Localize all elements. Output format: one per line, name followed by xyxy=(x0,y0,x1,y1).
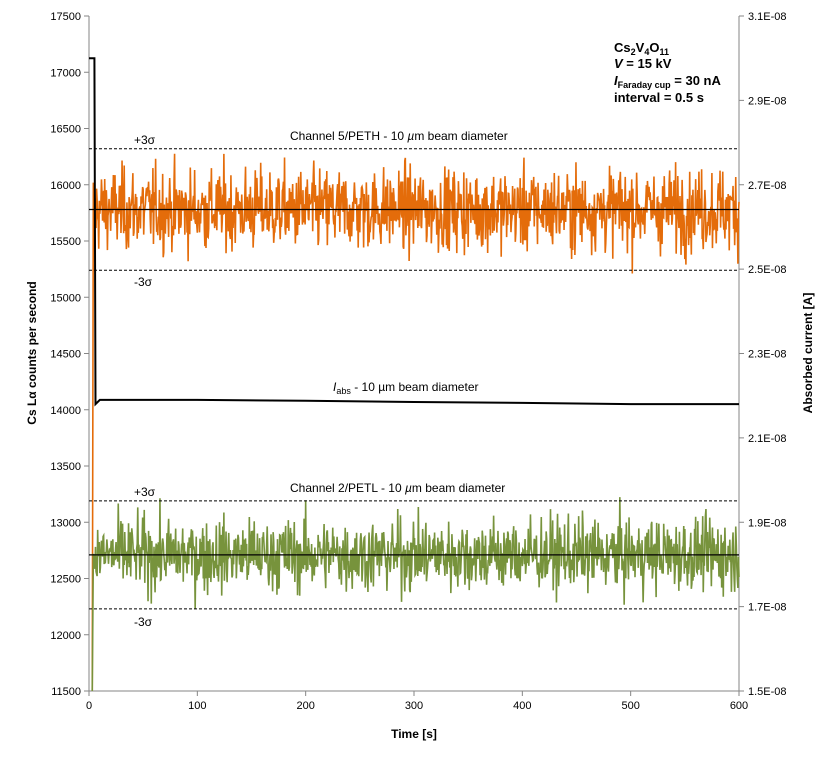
y-axis-title: Cs Lα counts per second xyxy=(25,281,39,424)
x-tick-label: 0 xyxy=(86,700,92,712)
voltage-label: V = 15 kV xyxy=(614,56,672,71)
interval-label: interval = 0.5 s xyxy=(614,90,704,105)
y2-tick-label: 1.9E-08 xyxy=(748,517,787,529)
series-channel5-line xyxy=(91,153,740,692)
compound-formula: Cs2V4O11 xyxy=(614,40,669,57)
ch5-minus3sigma-label: -3σ xyxy=(134,275,153,289)
y-tick-label: 16000 xyxy=(50,180,81,192)
y2-tick-label: 2.1E-08 xyxy=(748,433,787,445)
x-tick-label: 400 xyxy=(513,700,531,712)
x-axis-title: Time [s] xyxy=(391,727,437,741)
annotation-box: Cs2V4O11 V = 15 kV IFaraday cup = 30 nA … xyxy=(614,40,721,105)
ch2-plus3sigma-label: +3σ xyxy=(134,485,156,499)
y-tick-label: 12500 xyxy=(50,574,81,586)
y2-tick-label: 2.9E-08 xyxy=(748,95,787,107)
y-tick-label: 16500 xyxy=(50,124,81,136)
axes: 0 100 200 300 400 500 600 11500 12000 12500 13000 1… xyxy=(50,11,786,712)
ch2-minus3sigma-label: -3σ xyxy=(134,615,153,629)
x-tick-label: 300 xyxy=(405,700,423,712)
y-tick-label: 13500 xyxy=(50,461,81,473)
y-tick-label: 15000 xyxy=(50,292,81,304)
channel2-label: Channel 2/PETL - 10 µm beam diameter xyxy=(290,481,505,495)
channel5-label: Channel 5/PETH - 10 µm beam diameter xyxy=(290,129,508,143)
series-channel2-line xyxy=(91,497,740,692)
y-tick-label: 13000 xyxy=(50,517,81,529)
y2-axis-title: Absorbed current [A] xyxy=(801,293,815,414)
y-tick-label: 12000 xyxy=(50,630,81,642)
y2-tick-label: 2.3E-08 xyxy=(748,349,787,361)
current-label: IFaraday cup = 30 nA xyxy=(614,73,721,90)
y-tick-label: 15500 xyxy=(50,236,81,248)
y-tick-label: 17000 xyxy=(50,67,81,79)
y-tick-label: 14000 xyxy=(50,405,81,417)
y-tick-label: 17500 xyxy=(50,11,81,23)
y-tick-label: 14500 xyxy=(50,349,81,361)
y2-tick-label: 2.5E-08 xyxy=(748,264,787,276)
x-tick-label: 100 xyxy=(188,700,206,712)
series-iabs-line xyxy=(89,57,739,407)
y2-tick-label: 3.1E-08 xyxy=(748,11,787,23)
x-tick-label: 500 xyxy=(621,700,639,712)
y2-tick-label: 1.5E-08 xyxy=(748,686,787,698)
iabs-label: Iabs - 10 µm beam diameter xyxy=(333,380,479,396)
y2-tick-label: 2.7E-08 xyxy=(748,180,787,192)
y2-tick-label: 1.7E-08 xyxy=(748,602,787,614)
y-tick-label: 11500 xyxy=(51,686,81,698)
x-tick-label: 200 xyxy=(296,700,314,712)
x-tick-label: 600 xyxy=(730,700,748,712)
ch5-plus3sigma-label: +3σ xyxy=(134,133,156,147)
series xyxy=(89,57,740,692)
